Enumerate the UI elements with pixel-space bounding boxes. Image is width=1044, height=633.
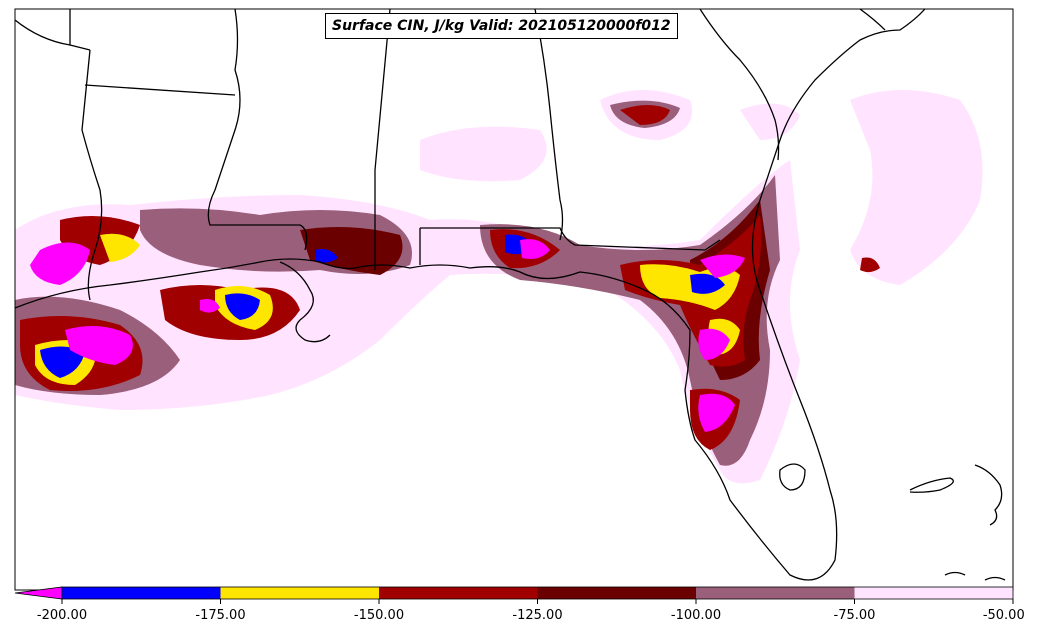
colorbar-tick-label: -125.00 bbox=[512, 608, 563, 623]
colorbar-seg-125-100 bbox=[537, 587, 696, 599]
gulf-coastline bbox=[15, 9, 926, 581]
colorbar bbox=[14, 586, 1014, 604]
colorbar-seg-75-50 bbox=[854, 587, 1013, 599]
colorbar-seg-175-150 bbox=[220, 587, 379, 599]
colorbar-tick-label: -75.00 bbox=[833, 608, 876, 623]
cin-shading-magenta bbox=[30, 239, 745, 432]
colorbar-tick-label: -100.00 bbox=[670, 608, 722, 623]
colorbar-seg-150-125 bbox=[379, 587, 538, 599]
al-fl-border bbox=[420, 227, 721, 251]
la-ms-border bbox=[207, 9, 308, 251]
cin-shading-blue bbox=[40, 234, 725, 378]
al-ga-border bbox=[534, 9, 564, 241]
colorbar-tick-label: -175.00 bbox=[195, 608, 246, 623]
map-title: Surface CIN, J/kg Valid: 202105120000f01… bbox=[325, 13, 678, 39]
colorbar-seg-100-75 bbox=[696, 587, 855, 599]
geographic-boundaries bbox=[15, 9, 1006, 581]
colorbar-tick-label: -50.00 bbox=[982, 608, 1025, 623]
colorbar-tick-label: -200.00 bbox=[36, 608, 88, 623]
colorbar-tick-label: -150.00 bbox=[353, 608, 405, 623]
ms-al-border bbox=[374, 9, 391, 270]
colorbar-seg-200-175 bbox=[62, 587, 221, 599]
